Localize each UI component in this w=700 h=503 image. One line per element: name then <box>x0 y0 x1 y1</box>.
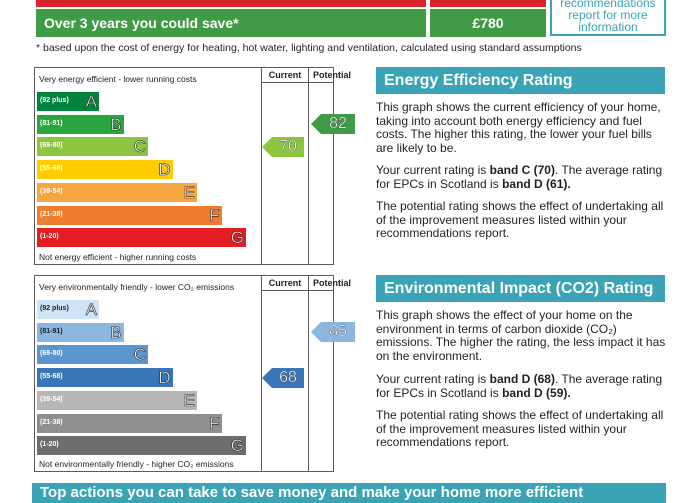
energy-panel-paragraph-1: This graph shows the current efficiency … <box>376 100 661 155</box>
band-e: (39-54) E <box>37 182 197 202</box>
band-range: (39-54) <box>40 395 63 403</box>
band-g: (1-20) G <box>37 436 246 455</box>
band-range: (39-54) <box>40 187 63 195</box>
band-range: (81-91) <box>40 119 63 127</box>
band-range: (1-20) <box>40 441 59 449</box>
current-rating-value: 68 <box>279 368 297 386</box>
top-caption: Very energy efficient - lower running co… <box>39 74 197 84</box>
environment-panel-paragraph-1: This graph shows the effect of your home… <box>376 308 666 363</box>
band-letter: B <box>110 114 122 134</box>
band-a: (92 plus) A <box>37 300 99 319</box>
band-d: (55-68) D <box>37 368 173 387</box>
recommendations-note[interactable]: recommendations report for more informat… <box>550 0 666 36</box>
band-letter: D <box>158 368 171 388</box>
current-rating-arrow: 68 <box>262 367 304 388</box>
potential-rating-arrow: 85 <box>311 322 355 343</box>
band-letter: E <box>183 390 195 410</box>
environment-panel-paragraph-2: Your current rating is band D (68). The … <box>376 372 663 400</box>
band-range: (55-68) <box>40 373 63 381</box>
band-letter: C <box>133 345 146 365</box>
band-b: (81-91) B <box>37 114 124 134</box>
potential-column-header: Potential <box>312 70 351 80</box>
band-letter: G <box>230 436 244 456</box>
band-letter: G <box>230 228 244 248</box>
band-range: (92 plus) <box>40 97 69 104</box>
band-g: (1-20) G <box>37 228 246 247</box>
current-rating-value: 70 <box>279 137 297 155</box>
band-range: (81-91) <box>40 327 63 335</box>
current-rating-arrow: 70 <box>262 136 304 157</box>
band-letter: D <box>158 160 171 180</box>
top-actions-heading: Top actions you can take to save money a… <box>32 483 666 503</box>
band-b: (81-91) B <box>37 322 124 342</box>
band-c: (69-80) C <box>37 345 148 365</box>
prev-row-strip-value <box>430 0 546 7</box>
potential-column-header: Potential <box>312 278 351 288</box>
energy-panel-title: Energy Efficiency Rating <box>376 67 665 94</box>
band-range: (92 plus) <box>40 305 69 312</box>
savings-value: £780 <box>430 9 546 37</box>
band-f: (21-38) F <box>37 413 222 433</box>
band-c: (69-80) C <box>37 137 148 157</box>
band-range: (21-38) <box>40 418 63 426</box>
band-range: (21-38) <box>40 210 63 218</box>
footnote: * based upon the cost of energy for heat… <box>36 42 582 54</box>
band-range: (69-80) <box>40 350 63 358</box>
top-caption: Very environmentally friendly - lower CO… <box>39 282 235 292</box>
band-range: (55-68) <box>40 165 63 173</box>
band-e: (39-54) E <box>37 390 197 410</box>
energy-panel-paragraph-3: The potential rating shows the effect of… <box>376 199 664 240</box>
environment-panel-paragraph-3: The potential rating shows the effect of… <box>376 408 664 449</box>
band-letter: F <box>209 413 220 433</box>
savings-label: Over 3 years you could save* <box>36 9 426 37</box>
potential-rating-value: 85 <box>329 323 347 341</box>
bottom-caption: Not energy efficient - higher running co… <box>39 252 197 262</box>
band-f: (21-38) F <box>37 205 222 225</box>
band-letter: F <box>209 205 220 225</box>
band-letter: E <box>183 182 195 202</box>
band-range: (1-20) <box>40 233 59 241</box>
potential-rating-value: 82 <box>329 115 347 133</box>
prev-row-strip <box>36 0 426 7</box>
band-letter: A <box>85 92 97 112</box>
bottom-caption: Not environmentally friendly - higher CO… <box>39 459 234 469</box>
energy-panel-paragraph-2: Your current rating is band C (70). The … <box>376 163 663 191</box>
band-range: (69-80) <box>40 142 63 150</box>
environmental-rating-chart: Current Potential Very environmentally f… <box>34 275 355 472</box>
current-column-header: Current <box>268 278 302 288</box>
band-d: (55-68) D <box>37 160 173 179</box>
environment-panel-title: Environmental Impact (CO2) Rating <box>376 275 665 302</box>
band-letter: A <box>85 300 97 320</box>
energy-rating-chart: Current Potential Very energy efficient … <box>34 67 355 265</box>
band-a: (92 plus) A <box>37 92 99 111</box>
band-letter: C <box>133 137 146 157</box>
band-letter: B <box>110 322 122 342</box>
potential-rating-arrow: 82 <box>311 114 355 135</box>
current-column-header: Current <box>268 70 302 80</box>
